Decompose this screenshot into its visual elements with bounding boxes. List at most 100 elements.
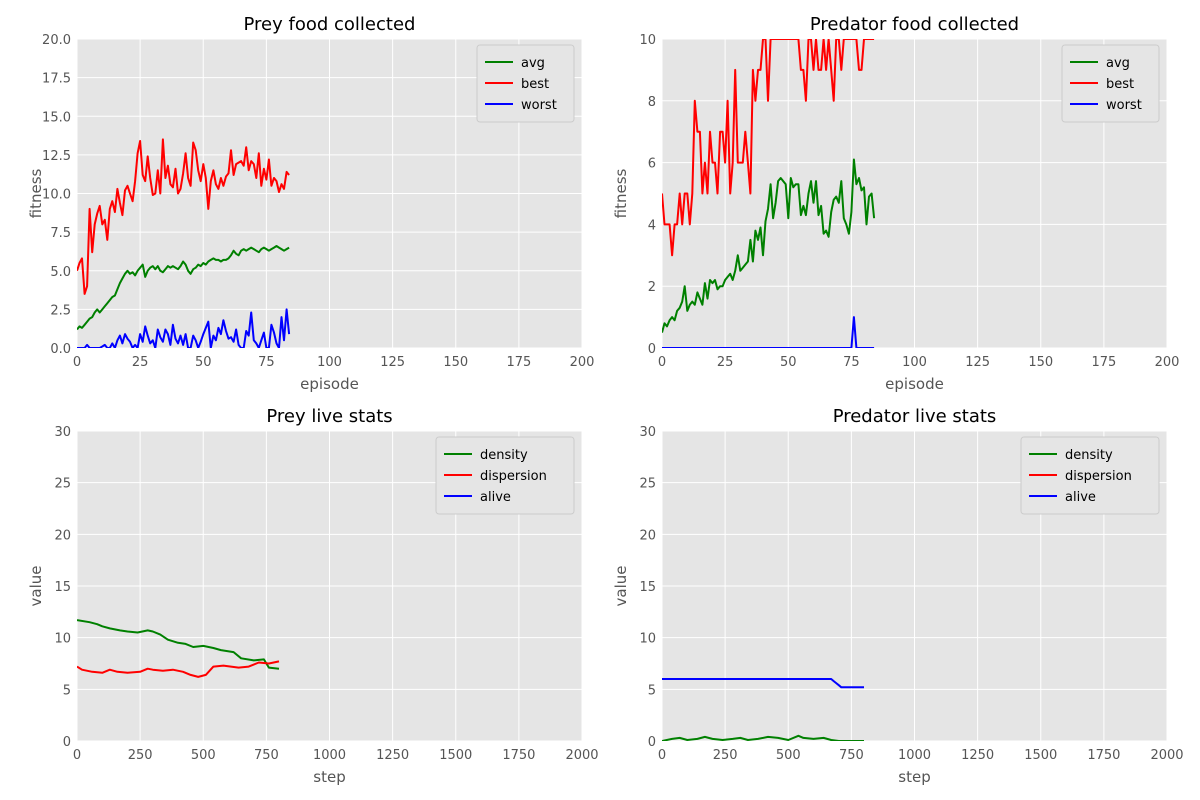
legend-label: density [1065, 448, 1113, 463]
x-tick-label: 1000 [313, 748, 346, 763]
y-tick-label: 5 [648, 683, 656, 698]
legend-label: avg [521, 56, 545, 71]
y-tick-label: 7.5 [50, 226, 71, 241]
chart-panel-3: 0 250 500 750 1000 1250 1500 1750 2000 0 5 10 15 20 25… [27, 406, 599, 786]
legend-label: worst [521, 98, 557, 113]
y-tick-label: 15.0 [42, 110, 71, 125]
series-lines [77, 138, 291, 348]
chart-panels: 0 25 50 75 100 125 150 175 2000.02.55.07.510.012… [27, 14, 1184, 786]
legend-box [1061, 44, 1160, 123]
x-tick-label: 200 [1155, 355, 1180, 370]
series-line-alive [662, 678, 864, 689]
x-tick-label: 100 [317, 355, 342, 370]
y-tick-label: 0.0 [50, 342, 71, 357]
legend-box [1020, 436, 1160, 515]
legend: density dispersion alive [1020, 436, 1160, 515]
y-tick-label: 10 [54, 632, 71, 647]
x-axis-label: step [898, 768, 930, 786]
x-tick-label: 25 [132, 355, 149, 370]
chart-title: Predator food collected [810, 14, 1019, 35]
x-tick-label: 50 [195, 355, 212, 370]
x-tick-label: 750 [254, 748, 279, 763]
series-line-density [77, 619, 280, 670]
series-line-best [77, 138, 290, 295]
x-tick-label: 2000 [1150, 748, 1183, 763]
x-tick-label: 2000 [565, 748, 598, 763]
y-tick-label: 10 [639, 33, 656, 48]
x-tick-label: 25 [717, 355, 734, 370]
y-axis-label: value [27, 566, 45, 607]
x-tick-label: 1250 [961, 748, 994, 763]
x-tick-label: 250 [713, 748, 738, 763]
x-tick-label: 1500 [439, 748, 472, 763]
chart-title: Prey food collected [244, 14, 416, 35]
x-tick-label: 100 [902, 355, 927, 370]
x-tick-label: 750 [839, 748, 864, 763]
series-line-worst [77, 308, 291, 348]
chart-title: Prey live stats [266, 406, 392, 427]
legend-label: density [480, 448, 528, 463]
series-lines [662, 678, 864, 741]
legend-label: alive [480, 490, 511, 505]
x-tick-label: 50 [780, 355, 797, 370]
series-line-dispersion [77, 660, 280, 678]
x-tick-label: 0 [73, 355, 81, 370]
x-tick-label: 1750 [1087, 748, 1120, 763]
series-line-best [662, 39, 875, 257]
series-line-avg [77, 245, 290, 331]
series-line-density [662, 734, 864, 741]
y-tick-label: 8 [648, 95, 656, 110]
y-tick-label: 10 [639, 632, 656, 647]
y-tick-label: 5 [63, 683, 71, 698]
y-tick-label: 15 [54, 580, 71, 595]
legend-label: best [521, 77, 549, 92]
y-tick-label: 17.5 [42, 72, 71, 87]
x-tick-label: 1250 [376, 748, 409, 763]
series-lines [77, 619, 280, 678]
y-tick-label: 25 [54, 477, 71, 492]
legend-label: dispersion [1065, 469, 1132, 484]
y-tick-label: 2 [648, 280, 656, 295]
y-axis-label: fitness [612, 168, 630, 218]
legend-label: dispersion [480, 469, 547, 484]
x-tick-label: 0 [73, 748, 81, 763]
y-tick-label: 6 [648, 157, 656, 172]
x-tick-label: 0 [658, 748, 666, 763]
x-tick-label: 125 [380, 355, 405, 370]
x-tick-label: 0 [658, 355, 666, 370]
chart-panel-2: 0 25 50 75 100 125 150 175 200 0 2 4 6 8 10 Predator fo… [612, 14, 1179, 393]
chart-panel-4: 0 250 500 750 1000 1250 1500 1750 2000 0 5 10 15 20 25… [612, 406, 1184, 786]
legend-label: worst [1106, 98, 1142, 113]
y-axis-label: fitness [27, 168, 45, 218]
y-tick-label: 0 [648, 342, 656, 357]
y-tick-label: 0 [63, 735, 71, 750]
y-tick-label: 2.5 [50, 303, 71, 318]
legend: avg best worst [1061, 44, 1160, 123]
x-tick-label: 150 [1028, 355, 1053, 370]
x-tick-label: 175 [506, 355, 531, 370]
legend-label: avg [1106, 56, 1130, 71]
legend: density dispersion alive [435, 436, 575, 515]
y-tick-label: 30 [639, 425, 656, 440]
y-tick-label: 10.0 [42, 188, 71, 203]
legend-label: alive [1065, 490, 1096, 505]
legend-box [435, 436, 575, 515]
y-tick-label: 4 [648, 218, 656, 233]
legend-label: best [1106, 77, 1134, 92]
x-axis-label: episode [885, 375, 944, 393]
series-line-avg [662, 158, 876, 333]
legend-box [476, 44, 575, 123]
y-tick-label: 12.5 [42, 149, 71, 164]
x-tick-label: 250 [128, 748, 153, 763]
x-tick-label: 75 [258, 355, 275, 370]
y-tick-label: 0 [648, 735, 656, 750]
x-tick-label: 200 [570, 355, 595, 370]
y-tick-label: 25 [639, 477, 656, 492]
x-tick-label: 1750 [502, 748, 535, 763]
y-axis-label: value [612, 566, 630, 607]
chart-title: Predator live stats [833, 406, 997, 427]
x-tick-label: 1000 [898, 748, 931, 763]
series-lines [662, 39, 876, 348]
x-axis-label: step [313, 768, 345, 786]
